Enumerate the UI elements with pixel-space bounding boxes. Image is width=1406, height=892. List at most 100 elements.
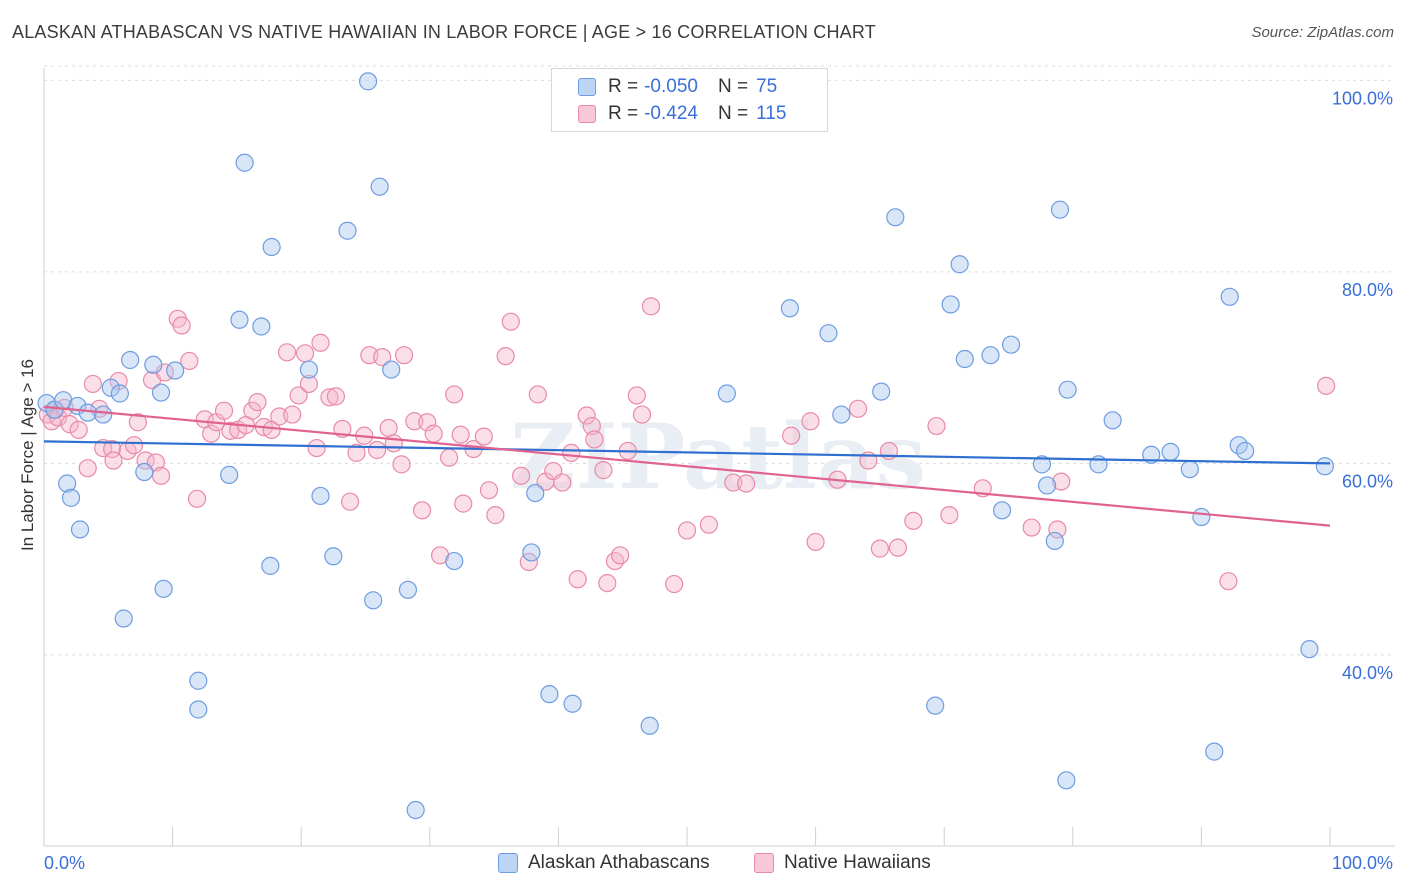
legend-swatch-blue <box>578 78 596 96</box>
data-point <box>806 532 825 552</box>
data-point <box>252 317 271 336</box>
data-point <box>299 360 319 379</box>
data-point <box>166 361 185 380</box>
data-point <box>60 415 79 434</box>
legend-r-label: R = <box>608 103 639 124</box>
data-point <box>737 474 756 493</box>
data-point <box>888 538 908 557</box>
data-point <box>640 716 659 735</box>
data-point <box>289 386 308 405</box>
data-point <box>283 405 302 424</box>
data-point <box>358 72 378 91</box>
data-point <box>347 443 366 462</box>
y-tick-label: 40.0% <box>1342 663 1393 683</box>
legend-r-value: -0.050 <box>644 76 698 97</box>
data-point <box>394 346 414 365</box>
data-point <box>295 344 315 363</box>
data-point <box>214 401 234 420</box>
data-point <box>405 412 424 431</box>
data-point <box>522 543 541 562</box>
legend-n-label: N = <box>717 103 749 124</box>
data-point <box>104 451 123 470</box>
data-point <box>230 310 249 329</box>
data-point <box>501 312 520 331</box>
data-point <box>367 440 387 460</box>
legend-n-value: 75 <box>756 76 778 97</box>
legend-row-hawaiians: R = -0.424 N = 115 <box>578 102 786 126</box>
data-point <box>950 255 969 274</box>
data-point <box>1219 572 1238 591</box>
data-point <box>418 413 437 432</box>
data-point <box>262 420 281 439</box>
data-point <box>58 474 77 493</box>
series-legend-hawaiians: Native Hawaiians <box>754 852 931 874</box>
data-point <box>1050 200 1070 219</box>
data-point <box>848 399 868 418</box>
data-point <box>832 405 851 424</box>
data-point <box>1220 287 1239 306</box>
data-point <box>699 515 718 534</box>
data-point <box>373 348 392 367</box>
data-point <box>886 208 905 227</box>
data-point <box>94 405 113 424</box>
data-point <box>311 486 330 506</box>
data-point <box>248 393 267 412</box>
data-point <box>1142 445 1161 464</box>
legend-swatch-pink <box>578 105 596 123</box>
data-point <box>370 177 389 196</box>
data-point <box>392 455 411 474</box>
data-point <box>474 427 493 446</box>
data-point <box>445 385 464 404</box>
data-point <box>78 403 97 422</box>
data-point <box>311 333 330 352</box>
data-point <box>1045 531 1064 551</box>
data-point <box>870 539 890 558</box>
data-point <box>340 492 360 511</box>
data-point <box>299 374 319 394</box>
data-point <box>627 386 646 405</box>
grid-lines <box>44 65 1395 656</box>
legend-n-value: 115 <box>756 103 787 124</box>
data-point <box>406 800 425 820</box>
data-point <box>927 416 946 436</box>
data-point <box>243 401 262 420</box>
legend-row-athabascans: R = -0.050 N = 75 <box>578 75 777 99</box>
data-point <box>69 420 88 439</box>
data-point <box>486 506 505 525</box>
data-point <box>1180 460 1199 479</box>
y-tick-label: 60.0% <box>1342 471 1393 491</box>
data-point <box>594 461 613 480</box>
data-point <box>1037 476 1057 495</box>
data-point <box>780 299 799 318</box>
data-point <box>439 448 459 467</box>
data-point <box>135 462 154 482</box>
series-legend: Alaskan Athabascans Native Hawaiians <box>0 852 1406 876</box>
data-point <box>320 388 339 407</box>
data-point <box>128 413 147 432</box>
chart-source: Source: ZipAtlas.com <box>1251 24 1394 41</box>
data-point <box>611 546 630 565</box>
data-point <box>553 473 572 492</box>
data-point <box>1315 457 1334 476</box>
data-point <box>955 349 974 369</box>
data-point <box>585 430 604 449</box>
data-point <box>563 694 582 713</box>
data-point <box>326 387 346 406</box>
legend-r-label: R = <box>608 76 639 97</box>
data-point <box>981 346 1000 365</box>
data-point <box>277 343 297 362</box>
data-point <box>512 466 531 485</box>
y-tick-label: 100.0% <box>1332 88 1393 108</box>
data-point <box>202 424 221 443</box>
data-point <box>1205 742 1224 761</box>
series-label: Native Hawaiians <box>784 852 931 873</box>
data-point <box>562 443 581 462</box>
series-swatch-blue <box>498 853 518 873</box>
data-point <box>338 221 357 240</box>
data-point <box>1103 411 1122 430</box>
data-point <box>496 347 515 366</box>
data-point <box>1058 380 1077 399</box>
tick-labels: 40.0% 60.0% 80.0% 100.0% 0.0% 100.0% <box>44 88 1393 873</box>
data-point <box>124 436 144 455</box>
